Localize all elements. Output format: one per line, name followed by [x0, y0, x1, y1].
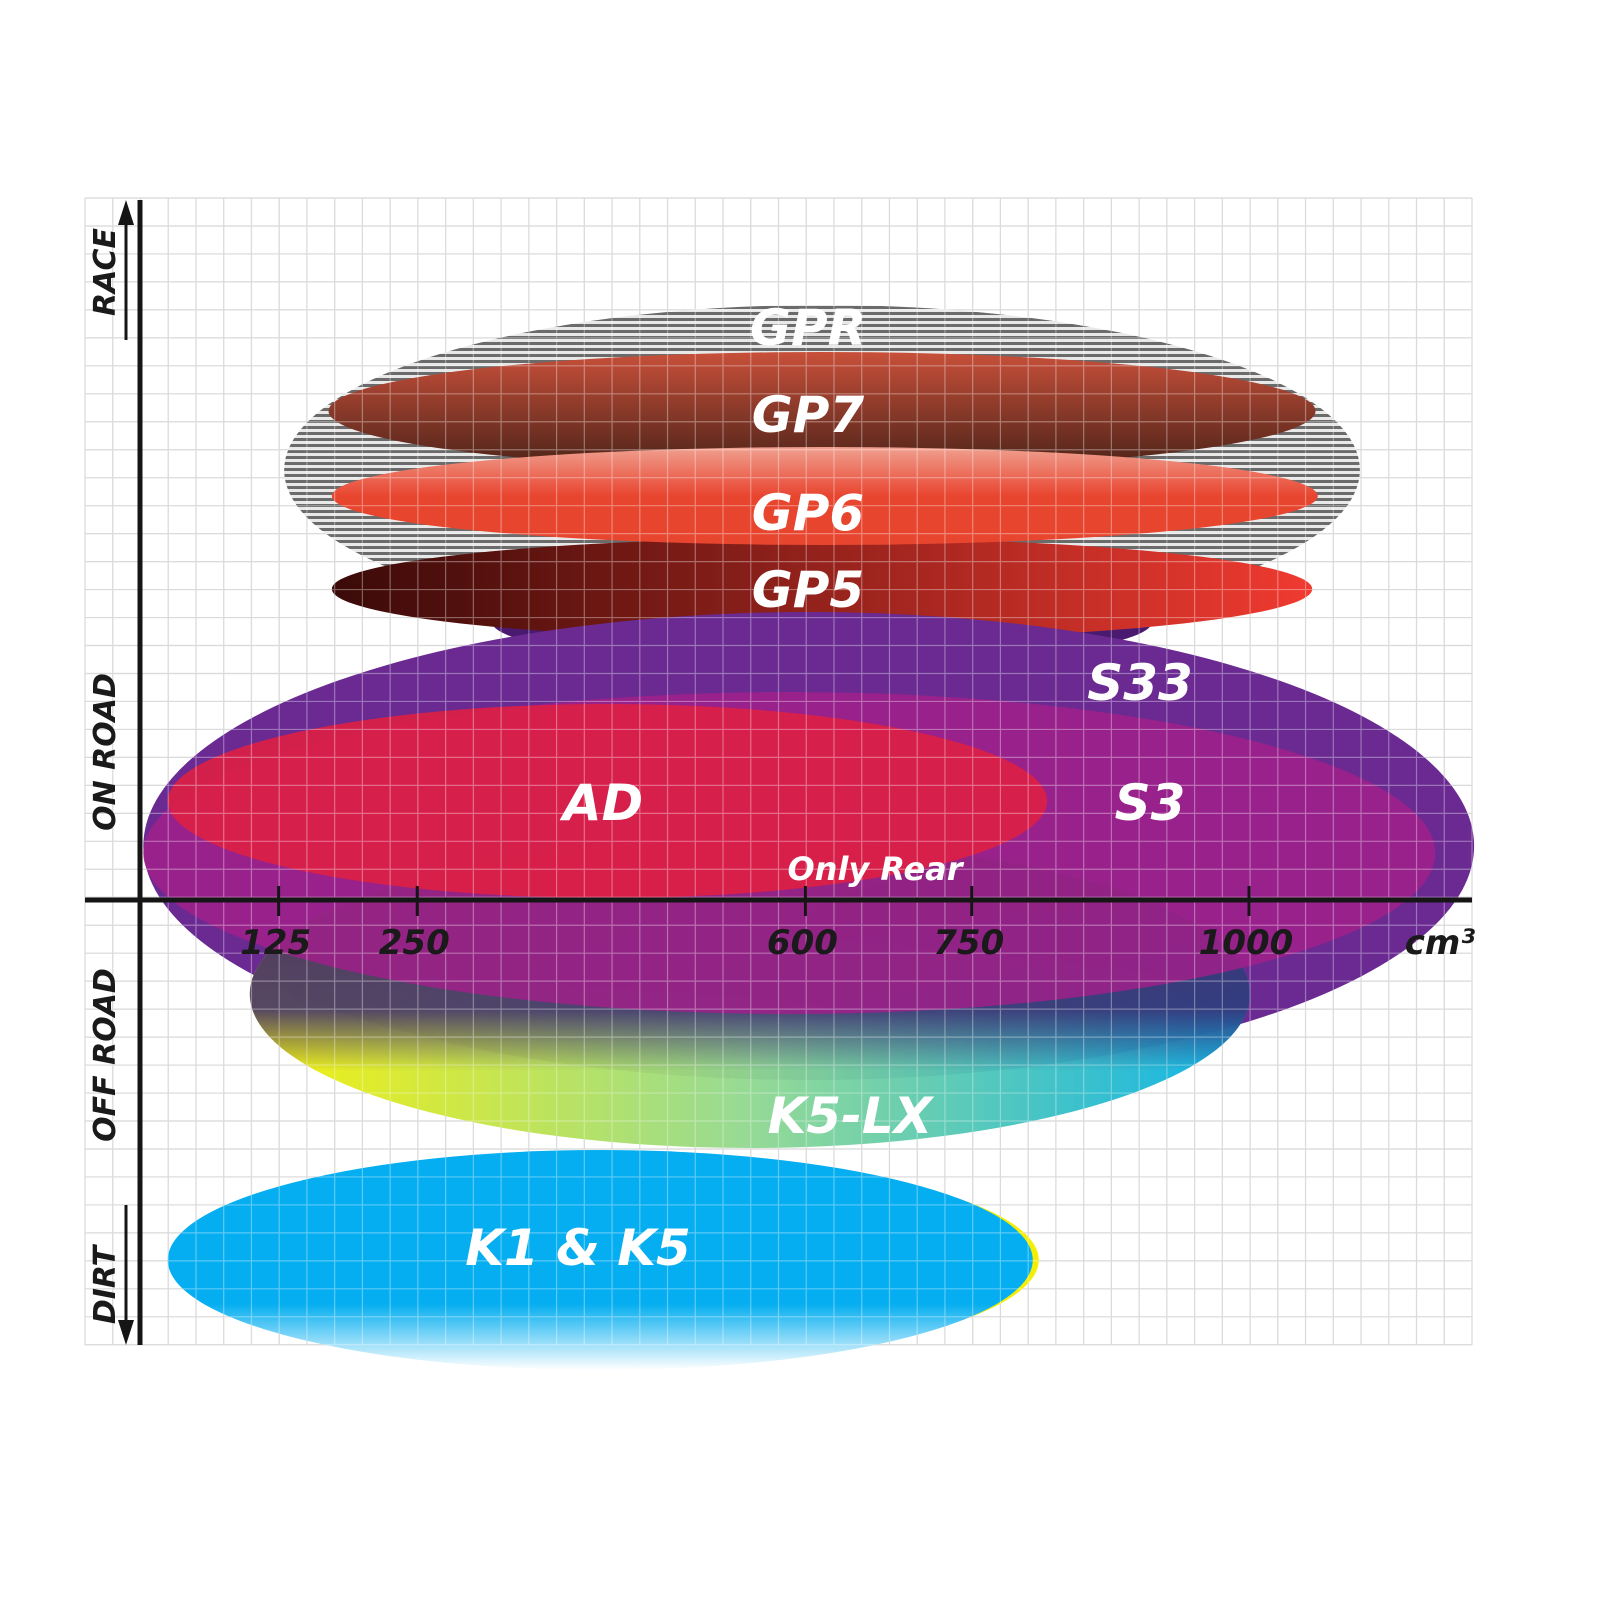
x-tick-label: 1000 — [1199, 923, 1294, 963]
series-label: GP5 — [752, 561, 864, 619]
y-axis-label-race: RACE — [88, 228, 123, 316]
y-axis-label-off-road: OFF ROAD — [88, 968, 123, 1142]
x-tick-label: 750 — [933, 923, 1004, 963]
ellipse-gp5 — [331, 538, 1313, 640]
ellipse-gp7 — [328, 352, 1316, 470]
series-label: S33 — [1087, 654, 1193, 712]
series-label: S3 — [1115, 774, 1186, 832]
series-label: AD — [559, 774, 643, 832]
series-label: GP6 — [752, 484, 864, 542]
series-label: GP7 — [752, 386, 865, 444]
grid-overlay — [84, 197, 1473, 1346]
race-arrow-icon — [118, 200, 134, 225]
y-axis-label-dirt: DIRT — [88, 1243, 123, 1324]
ellipse-k1-k5 — [167, 1150, 1033, 1370]
x-tick-label: 250 — [379, 923, 450, 963]
ellipse-ad — [167, 704, 1048, 898]
dirt-arrow-icon — [118, 1320, 134, 1345]
x-tick-label: 600 — [767, 923, 838, 963]
series-label: K1 & K5 — [465, 1219, 691, 1277]
x-axis-unit: cm³ — [1405, 923, 1476, 963]
series-label: GPR — [750, 299, 866, 357]
ellipse-gp6 — [331, 447, 1318, 545]
series-label: K5-LX — [768, 1087, 935, 1145]
y-axis-label-on-road: ON ROAD — [88, 673, 123, 831]
only-rear-annotation: Only Rear — [787, 850, 964, 888]
x-tick-label: 125 — [240, 923, 311, 963]
